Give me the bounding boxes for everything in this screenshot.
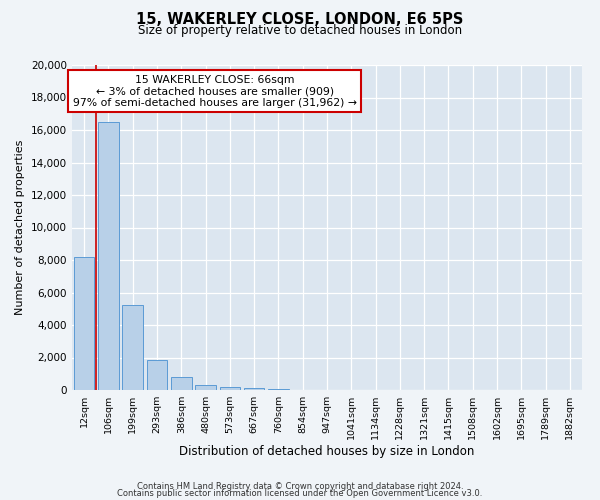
Bar [220, 387, 240, 390]
Bar [171, 377, 191, 390]
Bar [122, 304, 143, 390]
Y-axis label: Number of detached properties: Number of detached properties [16, 140, 25, 315]
Text: 15 WAKERLEY CLOSE: 66sqm
← 3% of detached houses are smaller (909)
97% of semi-d: 15 WAKERLEY CLOSE: 66sqm ← 3% of detache… [73, 74, 357, 108]
Text: Contains public sector information licensed under the Open Government Licence v3: Contains public sector information licen… [118, 490, 482, 498]
Bar [268, 389, 289, 390]
Bar [195, 386, 216, 390]
Bar [244, 388, 265, 390]
Text: 15, WAKERLEY CLOSE, LONDON, E6 5PS: 15, WAKERLEY CLOSE, LONDON, E6 5PS [136, 12, 464, 28]
Bar [146, 360, 167, 390]
Text: Contains HM Land Registry data © Crown copyright and database right 2024.: Contains HM Land Registry data © Crown c… [137, 482, 463, 491]
X-axis label: Distribution of detached houses by size in London: Distribution of detached houses by size … [179, 445, 475, 458]
Text: Size of property relative to detached houses in London: Size of property relative to detached ho… [138, 24, 462, 37]
Bar [74, 257, 94, 390]
Bar [98, 122, 119, 390]
